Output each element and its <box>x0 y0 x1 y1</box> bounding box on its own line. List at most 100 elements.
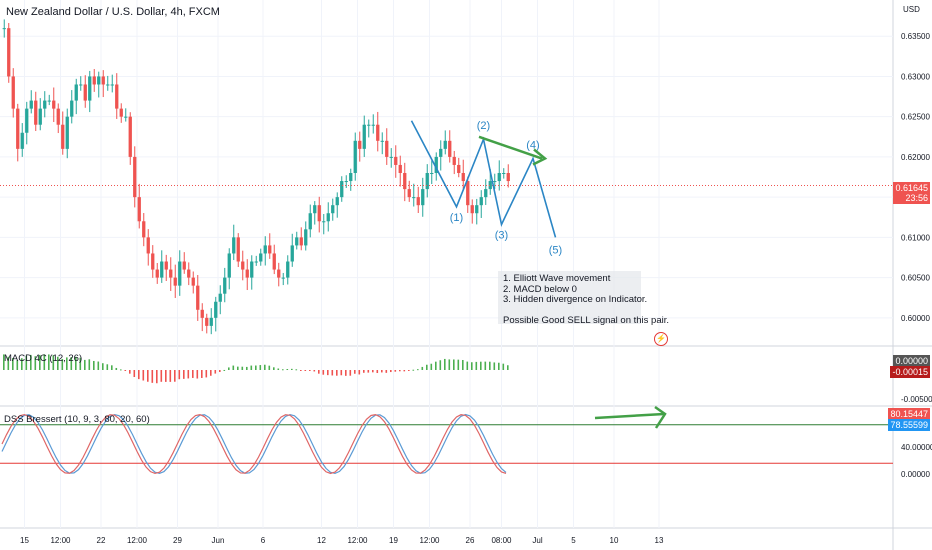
macd-bar <box>340 370 343 376</box>
macd-bar <box>394 370 397 372</box>
macd-bar <box>282 369 284 371</box>
candle-body <box>313 205 317 214</box>
candle-body <box>214 301 218 318</box>
candle-body <box>389 156 393 158</box>
candles <box>2 19 510 335</box>
dss-arrow-head <box>654 405 667 429</box>
macd-bar <box>219 370 221 373</box>
macd-bar <box>214 370 217 374</box>
dss-value-d: 78.55599 <box>888 419 930 431</box>
macd-bar <box>250 365 253 370</box>
macd-bar <box>210 370 212 376</box>
candle-body <box>448 140 452 157</box>
note-line-5: Possible Good SELL signal on this pair. <box>503 314 669 326</box>
candle-body <box>340 181 344 198</box>
macd-bar <box>354 370 356 374</box>
candle-body <box>164 261 168 270</box>
note-line-2: 2. MACD below 0 <box>503 283 577 295</box>
macd-bar <box>439 360 442 370</box>
candle-body <box>506 173 510 182</box>
macd-value-pos: 0.00000 <box>893 355 930 367</box>
macd-bar <box>309 370 311 371</box>
candle-body <box>241 261 245 270</box>
macd-bar <box>255 365 257 370</box>
macd-bar <box>16 360 19 370</box>
macd-bar <box>241 366 244 370</box>
candle-body <box>20 132 24 149</box>
candle-body <box>317 205 321 222</box>
macd-bar <box>187 370 190 379</box>
macd-bar <box>75 356 77 370</box>
macd-bar <box>183 370 185 379</box>
wave-label: (3) <box>495 229 508 241</box>
macd-bar <box>300 370 302 371</box>
macd-histogram <box>3 354 509 384</box>
macd-bar <box>480 361 482 370</box>
macd-bar <box>84 359 86 370</box>
macd-bar <box>52 355 55 370</box>
candle-body <box>38 108 42 125</box>
candle-body <box>151 253 155 270</box>
candle-body <box>25 108 29 133</box>
candle-body <box>47 100 51 102</box>
candle-body <box>290 245 294 262</box>
macd-bar <box>403 370 406 372</box>
macd-bar <box>493 362 496 370</box>
candle-body <box>371 124 375 126</box>
macd-bar <box>93 360 95 370</box>
dss-axis-label: 40.00000 <box>901 443 932 452</box>
macd-bar <box>30 354 32 370</box>
macd-bar <box>291 368 293 370</box>
candle-body <box>466 181 470 206</box>
dss-axis-label: 0.00000 <box>901 470 930 479</box>
macd-bar <box>412 369 415 371</box>
bar-countdown: 23:56 <box>905 193 928 203</box>
x-tick-label: 12:00 <box>419 536 440 545</box>
x-tick-label: 29 <box>173 536 182 545</box>
elliott-wave-path <box>410 120 557 238</box>
candle-body <box>227 253 231 278</box>
last-price-tag: 0.61645 23:56 <box>893 182 930 204</box>
x-tick-label: 5 <box>571 536 576 545</box>
macd-bar <box>273 367 275 370</box>
lightning-icon[interactable]: ⚡ <box>654 332 668 346</box>
macd-bar <box>25 355 28 370</box>
candle-body <box>101 76 105 85</box>
macd-bar <box>331 370 334 376</box>
macd-bar <box>124 370 127 371</box>
macd-bar <box>304 370 307 371</box>
candle-body <box>416 197 420 206</box>
candle-body <box>362 124 366 149</box>
macd-bar <box>43 354 46 370</box>
macd-bar <box>12 358 14 370</box>
macd-bar <box>462 359 464 370</box>
macd-bar <box>201 370 203 378</box>
candle-body <box>475 205 479 214</box>
candle-body <box>484 189 488 198</box>
macd-bar <box>169 370 172 382</box>
candle-body <box>421 189 425 206</box>
candle-body <box>115 84 119 109</box>
x-tick-label: 22 <box>97 536 106 545</box>
macd-bar <box>102 363 104 370</box>
macd-bar <box>61 358 64 370</box>
macd-bar <box>453 359 455 370</box>
candle-body <box>178 261 182 286</box>
trend-arrow-head <box>532 148 548 166</box>
macd-bar <box>426 364 428 370</box>
macd-bar <box>367 370 370 373</box>
x-tick-label: 19 <box>389 536 398 545</box>
wave-label: (5) <box>549 244 562 256</box>
macd-bar <box>268 365 271 370</box>
y-tick-label: 0.63000 <box>901 72 930 81</box>
candle-body <box>349 173 353 182</box>
candle-body <box>380 140 384 142</box>
candle-body <box>146 237 150 254</box>
macd-bar <box>97 361 100 370</box>
candle-body <box>286 261 290 278</box>
macd-bar <box>66 357 68 370</box>
candle-body <box>443 140 447 149</box>
macd-bar <box>376 370 379 374</box>
macd-bar <box>358 370 361 375</box>
macd-bar <box>349 370 352 376</box>
